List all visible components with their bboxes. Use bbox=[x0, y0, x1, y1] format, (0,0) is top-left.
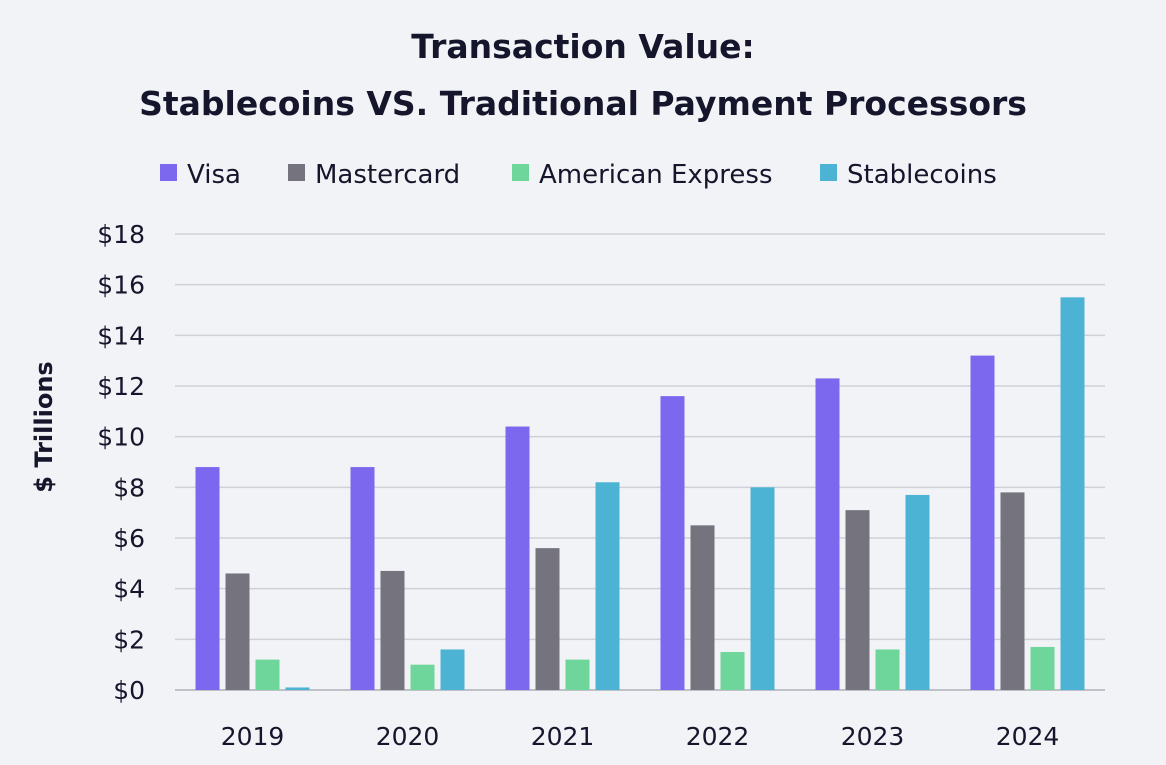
bars bbox=[195, 297, 1085, 690]
y-tick-label: $10 bbox=[97, 423, 145, 452]
bar-stablecoins-2023 bbox=[905, 494, 930, 690]
legend-label: American Express bbox=[539, 160, 773, 190]
x-tick-label: 2020 bbox=[376, 722, 440, 751]
y-tick-label: $8 bbox=[113, 473, 145, 502]
bar-visa-2024 bbox=[970, 355, 995, 690]
bar-mastercard-2020 bbox=[380, 570, 405, 690]
bar-visa-2023 bbox=[815, 378, 840, 690]
bar-visa-2022 bbox=[660, 396, 685, 690]
bar-mastercard-2021 bbox=[535, 548, 560, 690]
bar-american-express-2021 bbox=[565, 659, 590, 690]
x-axis-ticks: 2019 2020 2021 2022 2023 2024 bbox=[221, 722, 1060, 751]
y-tick-label: $18 bbox=[97, 220, 145, 249]
x-tick-label: 2023 bbox=[841, 722, 905, 751]
bar-stablecoins-2019 bbox=[285, 687, 310, 690]
legend-swatch bbox=[512, 164, 529, 181]
gridlines bbox=[175, 233, 1105, 691]
x-tick-label: 2019 bbox=[221, 722, 285, 751]
y-tick-label: $2 bbox=[113, 625, 145, 654]
legend-label: Visa bbox=[187, 160, 241, 190]
y-tick-label: $16 bbox=[97, 271, 145, 300]
bar-visa-2021 bbox=[505, 426, 530, 690]
bar-mastercard-2024 bbox=[1000, 492, 1025, 690]
bar-mastercard-2022 bbox=[690, 525, 715, 690]
bar-american-express-2024 bbox=[1030, 646, 1055, 690]
bar-mastercard-2019 bbox=[225, 573, 250, 690]
bar-american-express-2020 bbox=[410, 664, 435, 690]
legend-swatch bbox=[288, 164, 305, 181]
legend-label: Mastercard bbox=[315, 160, 460, 190]
bar-stablecoins-2024 bbox=[1060, 297, 1085, 690]
legend-swatch bbox=[160, 164, 177, 181]
bar-stablecoins-2022 bbox=[750, 487, 775, 690]
y-axis-label: $ Trillions bbox=[30, 361, 58, 492]
x-tick-label: 2022 bbox=[686, 722, 750, 751]
y-tick-label: $12 bbox=[97, 372, 145, 401]
y-tick-label: $6 bbox=[113, 524, 145, 553]
y-tick-label: $0 bbox=[113, 676, 145, 705]
x-tick-label: 2024 bbox=[996, 722, 1060, 751]
y-tick-label: $4 bbox=[113, 575, 145, 604]
legend-label: Stablecoins bbox=[847, 160, 997, 190]
bar-american-express-2022 bbox=[720, 652, 745, 690]
bar-american-express-2023 bbox=[875, 649, 900, 690]
bar-stablecoins-2021 bbox=[595, 482, 620, 690]
chart-title: Transaction Value: bbox=[411, 27, 755, 66]
bar-visa-2019 bbox=[195, 467, 220, 690]
bar-american-express-2019 bbox=[255, 659, 280, 690]
chart-subtitle: Stablecoins VS. Traditional Payment Proc… bbox=[139, 84, 1027, 123]
y-axis-ticks: $0 $2 $4 $6 $8 $10 $12 $14 $16 $18 bbox=[97, 220, 145, 705]
legend: Visa Mastercard American Express Stablecoin… bbox=[160, 160, 997, 190]
bar-visa-2020 bbox=[350, 467, 375, 690]
bar-stablecoins-2020 bbox=[440, 649, 465, 690]
legend-swatch bbox=[820, 164, 837, 181]
x-tick-label: 2021 bbox=[531, 722, 595, 751]
y-tick-label: $14 bbox=[97, 321, 145, 350]
bar-mastercard-2023 bbox=[845, 510, 870, 690]
